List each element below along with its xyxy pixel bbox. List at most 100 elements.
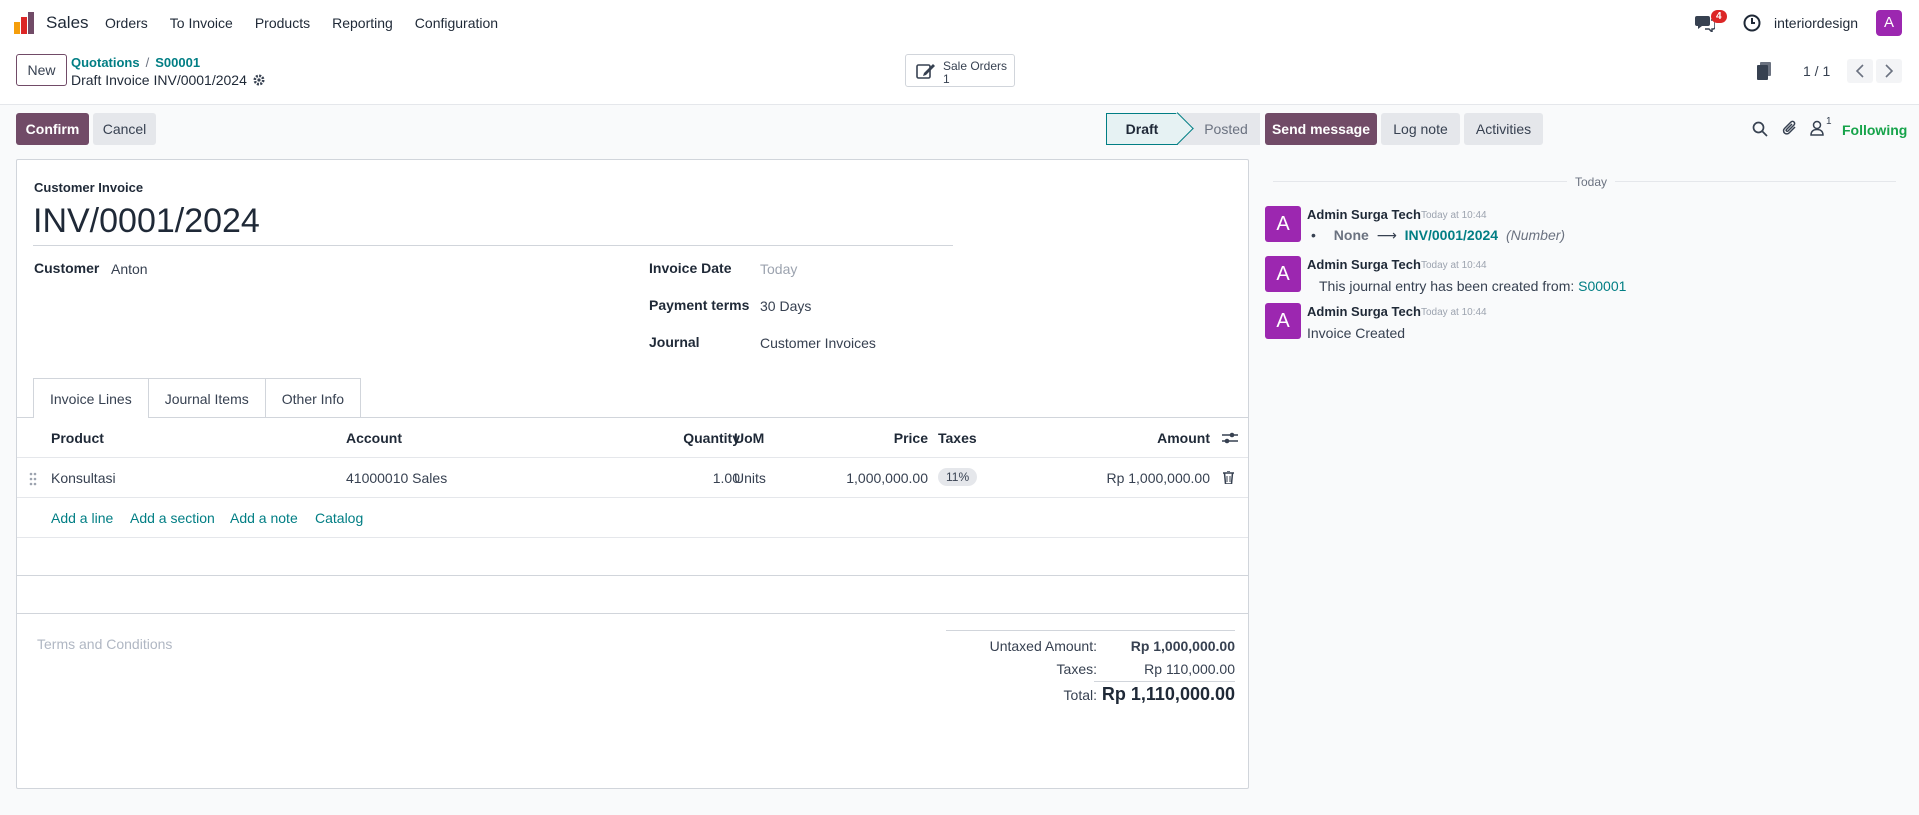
message-time: Today at 10:44 <box>1421 210 1487 221</box>
copy-icon[interactable] <box>1757 62 1771 80</box>
header-taxes[interactable]: Taxes <box>938 430 977 446</box>
cell-quantity[interactable]: 1.00 <box>712 470 740 486</box>
send-message-button[interactable]: Send message <box>1265 113 1377 145</box>
menu-configuration[interactable]: Configuration <box>414 15 499 31</box>
table-row[interactable]: Konsultasi 41000010 Sales 1.00 Units 1,0… <box>17 458 1248 498</box>
tabs-divider <box>17 417 1248 418</box>
form-tabs: Invoice Lines Journal Items Other Info <box>33 378 362 418</box>
pager-value[interactable]: 1 / 1 <box>1803 63 1831 79</box>
gear-icon[interactable] <box>253 74 265 86</box>
new-button[interactable]: New <box>16 54 67 86</box>
add-line-link[interactable]: Add a line <box>51 510 114 526</box>
cell-amount[interactable]: Rp 1,000,000.00 <box>1106 470 1210 486</box>
message-author[interactable]: Admin Surga Tech <box>1307 304 1421 319</box>
message-author[interactable]: Admin Surga Tech <box>1307 207 1421 222</box>
drag-handle-icon[interactable] <box>29 472 37 486</box>
chevron-left-icon <box>1855 64 1864 78</box>
invoice-lines-table: Product Account Quantity UoM Price Taxes… <box>17 418 1248 538</box>
journal-label: Journal <box>649 334 700 350</box>
smart-button-label: Sale Orders <box>943 59 1008 73</box>
invoice-number: INV/0001/2024 <box>33 202 953 246</box>
invoice-form-sheet: Customer Invoice INV/0001/2024 Customer … <box>16 159 1249 789</box>
pager-previous-button[interactable] <box>1847 59 1873 83</box>
total-value: Rp 1,110,000.00 <box>1101 684 1235 704</box>
edit-document-icon <box>916 64 935 79</box>
payment-terms-label: Payment terms <box>649 297 750 313</box>
add-section-link[interactable]: Add a section <box>130 510 215 526</box>
message-time: Today at 10:44 <box>1421 307 1487 318</box>
untaxed-amount-label: Untaxed Amount: <box>989 638 1097 654</box>
payment-terms-field[interactable]: 30 Days <box>760 298 812 314</box>
paperclip-icon[interactable] <box>1782 120 1798 137</box>
sale-orders-smart-button[interactable]: Sale Orders 1 <box>905 54 1015 87</box>
header-account[interactable]: Account <box>346 430 402 446</box>
add-note-link[interactable]: Add a note <box>230 510 298 526</box>
sales-app-icon[interactable] <box>14 12 38 34</box>
record-title: Draft Invoice INV/0001/2024 <box>71 72 265 88</box>
menu-reporting[interactable]: Reporting <box>332 15 393 31</box>
confirm-button[interactable]: Confirm <box>16 113 89 145</box>
totals-divider <box>946 630 1235 631</box>
message-body: • None ⟶ INV/0001/2024 (Number) <box>1311 227 1565 244</box>
invoice-date-field[interactable]: Today <box>760 261 798 277</box>
breadcrumb-quotations[interactable]: Quotations <box>71 55 140 70</box>
app-name[interactable]: Sales <box>46 13 89 32</box>
menu-orders[interactable]: Orders <box>105 15 148 31</box>
journal-field[interactable]: Customer Invoices <box>760 335 876 351</box>
activity-clock-icon[interactable] <box>1743 14 1761 32</box>
notification-badge: 4 <box>1711 10 1727 23</box>
tab-invoice-lines[interactable]: Invoice Lines <box>33 378 149 418</box>
arrow-right-icon: ⟶ <box>1376 227 1397 243</box>
avatar[interactable]: A <box>1265 206 1301 242</box>
cell-price[interactable]: 1,000,000.00 <box>846 470 928 486</box>
message-text: This journal entry has been created from… <box>1319 278 1575 294</box>
header-amount[interactable]: Amount <box>1157 430 1210 446</box>
tracking-new-value: INV/0001/2024 <box>1404 227 1499 243</box>
pager-next-button[interactable] <box>1876 59 1902 83</box>
status-draft[interactable]: Draft <box>1106 113 1178 145</box>
untaxed-amount-value: Rp 1,000,000.00 <box>1130 638 1235 654</box>
header-price[interactable]: Price <box>893 430 928 446</box>
menu-products[interactable]: Products <box>254 15 311 31</box>
cell-uom[interactable]: Units <box>734 470 766 486</box>
following-button[interactable]: Following <box>1842 122 1908 138</box>
tab-journal-items[interactable]: Journal Items <box>147 378 266 418</box>
tracking-field-name: (Number) <box>1505 227 1566 243</box>
user-avatar[interactable]: A <box>1876 10 1902 36</box>
cell-account[interactable]: 41000010 Sales <box>346 470 448 486</box>
menu-to-invoice[interactable]: To Invoice <box>169 15 233 31</box>
message-time: Today at 10:44 <box>1421 260 1487 271</box>
log-note-button[interactable]: Log note <box>1381 113 1460 145</box>
breadcrumb-order[interactable]: S00001 <box>155 55 201 70</box>
record-title-text: Draft Invoice INV/0001/2024 <box>71 72 247 88</box>
customer-field[interactable]: Anton <box>111 261 148 277</box>
invoice-date-label: Invoice Date <box>649 260 732 276</box>
column-settings-icon[interactable] <box>1222 431 1238 445</box>
trash-icon[interactable] <box>1223 471 1234 484</box>
tax-badge[interactable]: 11% <box>938 468 978 486</box>
source-order-link[interactable]: S00001 <box>1578 278 1627 294</box>
tracking-old-value: None <box>1333 227 1369 243</box>
breadcrumb: Quotations / S00001 <box>71 55 200 70</box>
terms-and-conditions-field[interactable]: Terms and Conditions <box>37 636 173 652</box>
tab-other-info[interactable]: Other Info <box>264 378 362 418</box>
bullet: • <box>1311 227 1316 243</box>
followers-icon[interactable] <box>1810 120 1824 136</box>
message-author[interactable]: Admin Surga Tech <box>1307 257 1421 272</box>
company-switcher[interactable]: interiordesign <box>1774 15 1859 31</box>
header-product[interactable]: Product <box>51 430 104 446</box>
cancel-button[interactable]: Cancel <box>93 113 156 145</box>
activities-button[interactable]: Activities <box>1464 113 1543 145</box>
avatar[interactable]: A <box>1265 303 1301 339</box>
invoice-type-label: Customer Invoice <box>34 180 144 195</box>
total-label: Total: <box>1063 687 1097 703</box>
avatar[interactable]: A <box>1265 256 1301 292</box>
search-icon[interactable] <box>1752 121 1768 137</box>
table-header-row: Product Account Quantity UoM Price Taxes… <box>17 418 1248 458</box>
catalog-link[interactable]: Catalog <box>315 510 364 526</box>
header-uom[interactable]: UoM <box>734 430 765 446</box>
header-quantity[interactable]: Quantity <box>683 430 740 446</box>
main-menu: Orders To Invoice Products Reporting Con… <box>105 15 520 31</box>
cell-product[interactable]: Konsultasi <box>51 470 116 486</box>
total-divider <box>1094 681 1235 682</box>
